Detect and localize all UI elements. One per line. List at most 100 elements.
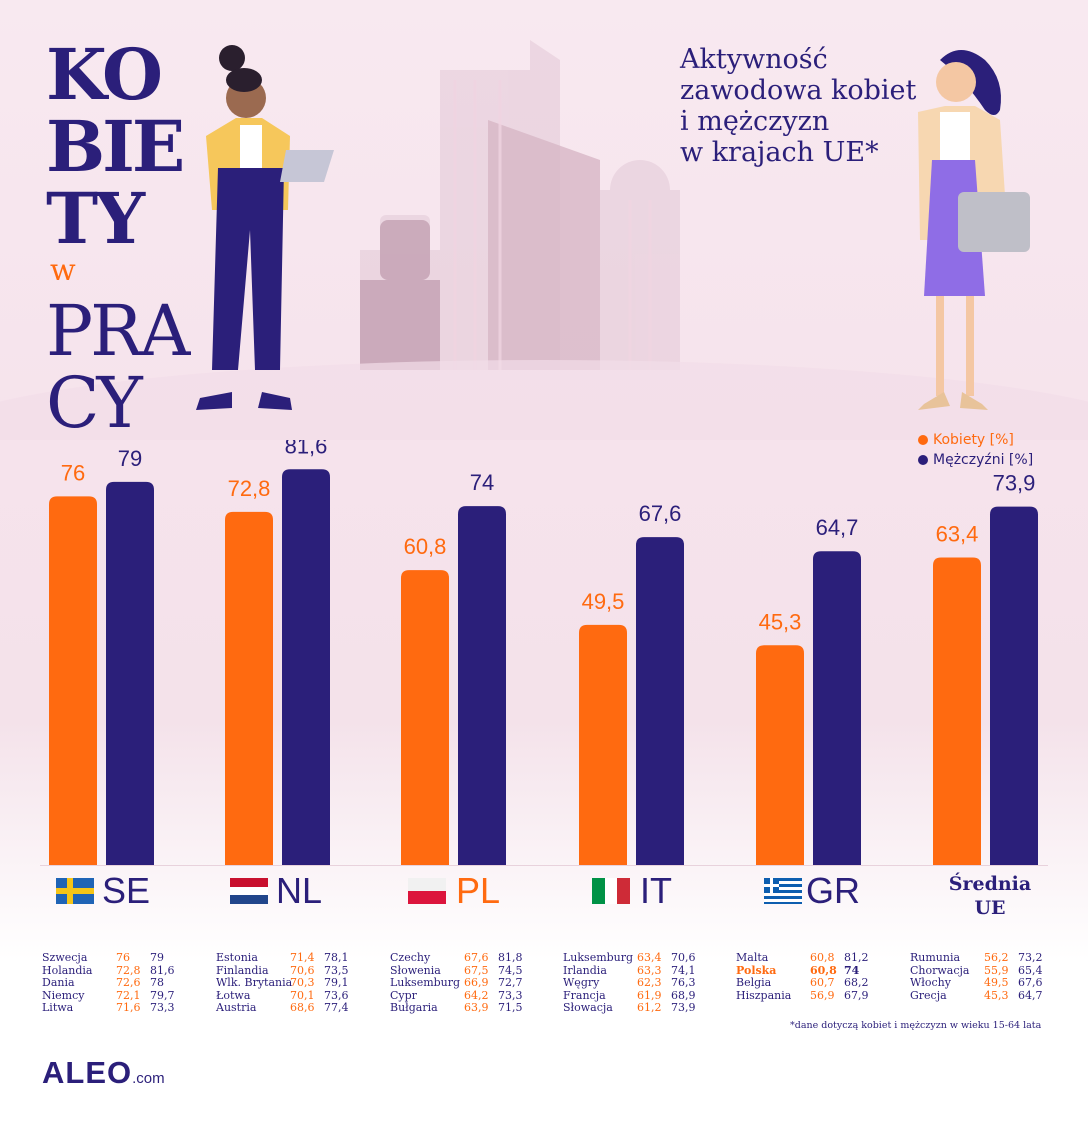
table-country: Grecja — [910, 988, 947, 1002]
table-value-women: 66,9 — [464, 976, 489, 990]
table-value-women: 76 — [116, 951, 130, 964]
table-country: Węgry — [563, 976, 600, 990]
table-row: Węgry 62,3 76,3 — [563, 977, 703, 990]
country-table: Luksemburg 63,4 70,6 Irlandia 63,3 74,1 Węgry 6… — [563, 951, 703, 1015]
table-row: Litwa 71,6 73,3 — [42, 1002, 182, 1015]
woman-with-folder-illustration — [918, 50, 1030, 410]
table-row: Irlandia 63,3 74,1 — [563, 963, 703, 978]
country-table: Malta 60,8 81,2 Polska 60,8 74 Belgia 60,7 68,2 H… — [736, 951, 876, 1002]
table-value-women: 70,3 — [290, 976, 315, 990]
table-value-women: 67,5 — [464, 963, 489, 977]
aleo-logo: ALEO.com — [42, 1055, 165, 1091]
subtitle-line: Aktywność — [680, 44, 828, 75]
country-table: Rumunia 56,2 73,2 Chorwacja 55,9 65,4 Włochy 49… — [910, 951, 1050, 1003]
bar-women-średnia-ue — [933, 557, 981, 865]
table-value-women: 45,3 — [984, 988, 1009, 1002]
greece-flag-icon — [764, 878, 802, 904]
table-country: Hiszpania — [736, 988, 792, 1002]
table-value-women: 60,8 — [810, 963, 837, 977]
average-label-line: Średnia — [948, 873, 1032, 895]
table-row: Łotwa 70,1 73,6 — [216, 988, 356, 1003]
table-country: Litwa — [42, 1001, 74, 1015]
table-country: Irlandia — [563, 963, 607, 977]
table-value-women: 63,9 — [464, 1001, 489, 1015]
table-value-men: 67,6 — [1018, 976, 1043, 990]
table-value-men: 78 — [150, 976, 164, 990]
table-row: Holandia 72,8 81,6 — [42, 964, 182, 978]
table-country: Malta — [736, 951, 769, 964]
table-value-women: 61,9 — [637, 988, 662, 1002]
bar-men-nl — [282, 469, 330, 865]
country-label-it: IT — [640, 870, 672, 911]
table-value-men: 81,8 — [498, 951, 523, 964]
table-country: Estonia — [216, 951, 258, 964]
table-row: Dania 72,6 78 — [42, 977, 182, 990]
legend-item-women: Kobiety [%] — [918, 430, 1033, 450]
table-row: Rumunia 56,2 73,2 — [910, 951, 1050, 965]
chart-legend: Kobiety [%] Mężczyźni [%] — [918, 430, 1033, 470]
table-value-men: 64,7 — [1018, 988, 1043, 1002]
bar-chart: 76 79 72,8 81,6 60,8 74 49,5 67,6 45,3 64,7 63,4 73… — [40, 440, 1048, 866]
table-country: Luksemburg — [563, 951, 634, 964]
bar-men-gr — [813, 551, 861, 865]
table-row: Szwecja 76 79 — [42, 951, 182, 965]
data-label-women-it: 49,5 — [582, 589, 625, 614]
table-country: Bułgaria — [390, 1001, 438, 1015]
logo-main: ALEO — [42, 1055, 133, 1090]
table-value-men: 77,4 — [324, 1001, 349, 1015]
table-value-men: 73,6 — [324, 988, 349, 1002]
data-label-men-it: 67,6 — [639, 501, 682, 526]
data-label-women-gr: 45,3 — [759, 609, 802, 634]
country-table: Szwecja 76 79 Holandia 72,8 81,6 Dania 72,6 78 Ni… — [42, 951, 182, 1015]
table-row: Słowacja 61,2 73,9 — [563, 1002, 703, 1015]
table-row: Wlk. Brytania 70,3 79,1 — [216, 977, 356, 990]
country-label-gr: GR — [806, 870, 860, 911]
subtitle-line: i mężczyzn — [680, 106, 830, 137]
title-line: KO — [46, 33, 163, 116]
table-country: Wlk. Brytania — [216, 976, 293, 990]
table-value-men: 81,2 — [844, 951, 869, 964]
table-value-women: 71,4 — [290, 951, 315, 964]
table-row: Bułgaria 63,9 71,5 — [390, 1002, 530, 1015]
table-value-women: 60,8 — [810, 951, 835, 964]
table-value-men: 65,4 — [1018, 963, 1043, 977]
table-row: Luksemburg 66,9 72,7 — [390, 977, 530, 990]
table-row: Belgia 60,7 68,2 — [736, 977, 876, 990]
bar-men-pl — [458, 506, 506, 865]
country-table: Estonia 71,4 78,1 Finlandia 70,6 73,5 Wlk. Bry… — [216, 951, 356, 1015]
table-value-women: 64,2 — [464, 988, 489, 1002]
table-row: Polska 60,8 74 — [736, 963, 876, 978]
table-country: Rumunia — [910, 951, 961, 964]
table-country: Czechy — [390, 951, 431, 964]
table-value-men: 74 — [844, 963, 860, 977]
table-country: Luksemburg — [390, 976, 461, 990]
table-value-men: 71,5 — [498, 1001, 523, 1015]
legend-label-men: Mężczyźni [%] — [933, 452, 1034, 468]
table-country: Francja — [563, 988, 606, 1002]
country-table: Czechy 67,6 81,8 Słowenia 67,5 74,5 Luksemburg… — [390, 951, 530, 1015]
woman-with-laptop-illustration — [196, 45, 334, 410]
table-row: Francja 61,9 68,9 — [563, 988, 703, 1003]
table-value-men: 73,5 — [324, 963, 349, 977]
data-label-men-nl: 81,6 — [285, 440, 328, 458]
table-value-men: 73,2 — [1018, 951, 1043, 964]
table-value-women: 56,2 — [984, 951, 1009, 964]
table-country: Włochy — [910, 976, 951, 990]
table-row: Chorwacja 55,9 65,4 — [910, 963, 1050, 978]
table-value-men: 74,5 — [498, 963, 523, 977]
table-value-women: 49,5 — [984, 976, 1009, 990]
table-country: Łotwa — [216, 988, 251, 1002]
table-country: Finlandia — [216, 963, 269, 977]
legend-item-men: Mężczyźni [%] — [918, 450, 1033, 470]
table-country: Austria — [216, 1001, 257, 1015]
table-country: Szwecja — [42, 951, 88, 964]
title-connector: w — [50, 253, 76, 288]
table-row: Włochy 49,5 67,6 — [910, 977, 1050, 990]
table-value-men: 73,3 — [498, 988, 523, 1002]
table-value-women: 67,6 — [464, 951, 489, 964]
legend-swatch-women — [918, 435, 928, 445]
table-value-women: 55,9 — [984, 963, 1009, 977]
table-value-men: 76,3 — [671, 976, 696, 990]
table-row: Grecja 45,3 64,7 — [910, 988, 1050, 1003]
table-row: Cypr 64,2 73,3 — [390, 988, 530, 1003]
